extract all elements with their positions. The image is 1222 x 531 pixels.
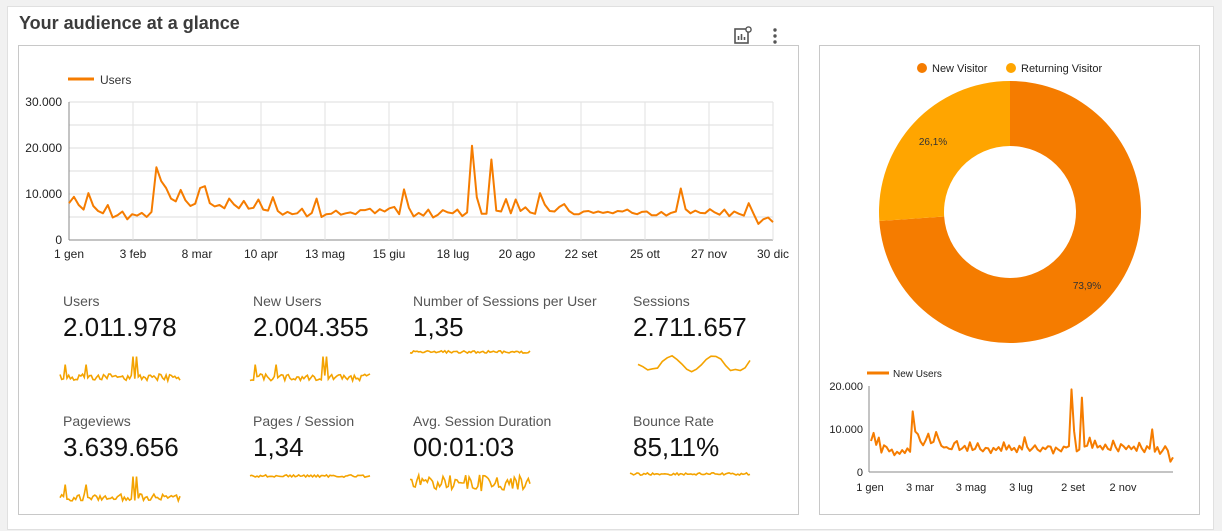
metric-label: Bounce Rate (633, 413, 714, 429)
x-tick-label: 2 set (1061, 482, 1085, 494)
new-users-series-line (870, 388, 1174, 463)
y-tick-label: 0 (55, 233, 62, 247)
metric-value: 2.011.978 (63, 312, 177, 342)
sessions-sparkline (637, 354, 751, 373)
new-users-legend: New Users (867, 369, 942, 380)
x-tick-label: 3 lug (1009, 482, 1033, 494)
metric-new-users: New Users 2.004.355 (253, 293, 369, 343)
metric-label: Pageviews (63, 413, 131, 429)
avg-session-duration-sparkline (409, 472, 531, 492)
y-tick-label: 10.000 (829, 424, 863, 436)
x-tick-label: 20 ago (499, 247, 536, 261)
donut-legend: New Visitor Returning Visitor (917, 63, 1102, 75)
new-visitor-slice (879, 81, 1142, 343)
sessions-per-user-sparkline-line (409, 349, 531, 355)
x-tick-label: 3 mar (906, 482, 934, 494)
users-sparkline (59, 356, 181, 384)
bounce-rate-sparkline (629, 471, 751, 477)
new-visitor-slice-label: 73,9% (1073, 281, 1101, 292)
chart-insights-icon[interactable] (733, 26, 753, 46)
sessions-per-user-sparkline (409, 349, 531, 355)
new-users-legend-label: New Users (893, 369, 942, 380)
metric-value: 2.004.355 (253, 312, 369, 342)
new-visitor-legend-dot (917, 63, 927, 73)
x-tick-label: 13 mag (305, 247, 345, 261)
x-tick-label: 30 dic (757, 247, 789, 261)
metric-sessions-per-user: Number of Sessions per User 1,35 (413, 293, 597, 343)
metric-label: New Users (253, 293, 322, 309)
metric-pages-per-session: Pages / Session 1,34 (253, 413, 354, 463)
returning-visitor-slice (878, 81, 1010, 222)
users-series-line (68, 144, 774, 225)
metric-value: 1,34 (253, 432, 304, 462)
more-vert-icon[interactable] (765, 26, 785, 46)
users-legend: Users (68, 73, 131, 87)
metric-users: Users 2.011.978 (63, 293, 177, 343)
metric-value: 85,11% (633, 432, 720, 462)
x-tick-label: 15 giu (373, 247, 406, 261)
pages-per-session-sparkline-line (249, 473, 371, 479)
x-tick-label: 3 mag (956, 482, 987, 494)
y-tick-label: 0 (857, 467, 863, 479)
metric-bounce-rate: Bounce Rate 85,11% (633, 413, 719, 463)
metric-label: Pages / Session (253, 413, 355, 429)
users-sparkline-line (59, 356, 181, 384)
metric-pageviews: Pageviews 3.639.656 (63, 413, 179, 463)
x-tick-label: 1 gen (856, 482, 884, 494)
metric-value: 2.711.657 (633, 312, 747, 342)
metric-value: 00:01:03 (413, 432, 515, 462)
new-users-sparkline (249, 356, 371, 384)
returning-visitor-legend-dot (1006, 63, 1016, 73)
x-tick-label: 3 feb (120, 247, 147, 261)
metric-sessions: Sessions 2.711.657 (633, 293, 747, 343)
x-tick-label: 8 mar (182, 247, 213, 261)
metric-value: 3.639.656 (63, 432, 179, 462)
y-tick-label: 20.000 (25, 141, 62, 155)
pageviews-sparkline (59, 476, 181, 504)
metric-avg-session-duration: Avg. Session Duration 00:01:03 (413, 413, 551, 463)
users-legend-label: Users (100, 73, 131, 87)
returning-visitor-legend-label: Returning Visitor (1021, 63, 1102, 75)
sessions-sparkline-line (637, 354, 751, 373)
pageviews-sparkline-line (59, 476, 181, 504)
new-visitor-legend-label: New Visitor (932, 63, 988, 75)
y-tick-label: 20.000 (829, 381, 863, 393)
returning-visitor-slice-label: 26,1% (919, 137, 947, 148)
metric-label: Avg. Session Duration (413, 413, 552, 429)
new-users-sparkline-line (249, 356, 371, 384)
users-panel (18, 45, 799, 515)
y-tick-label: 30.000 (25, 95, 62, 109)
y-tick-label: 10.000 (25, 187, 62, 201)
x-tick-label: 18 lug (437, 247, 470, 261)
avg-session-duration-sparkline-line (409, 472, 531, 492)
metric-value: 1,35 (413, 312, 464, 342)
x-tick-label: 27 nov (691, 247, 727, 261)
bounce-rate-sparkline-line (629, 471, 751, 477)
x-tick-label: 2 nov (1110, 482, 1137, 494)
metric-label: Number of Sessions per User (413, 293, 597, 309)
page-title: Your audience at a glance (19, 13, 240, 33)
x-tick-label: 10 apr (244, 247, 278, 261)
metric-label: Sessions (633, 293, 690, 309)
x-tick-label: 22 set (565, 247, 598, 261)
x-tick-label: 1 gen (54, 247, 84, 261)
pages-per-session-sparkline (249, 473, 371, 479)
x-tick-label: 25 ott (630, 247, 661, 261)
metric-label: Users (63, 293, 100, 309)
